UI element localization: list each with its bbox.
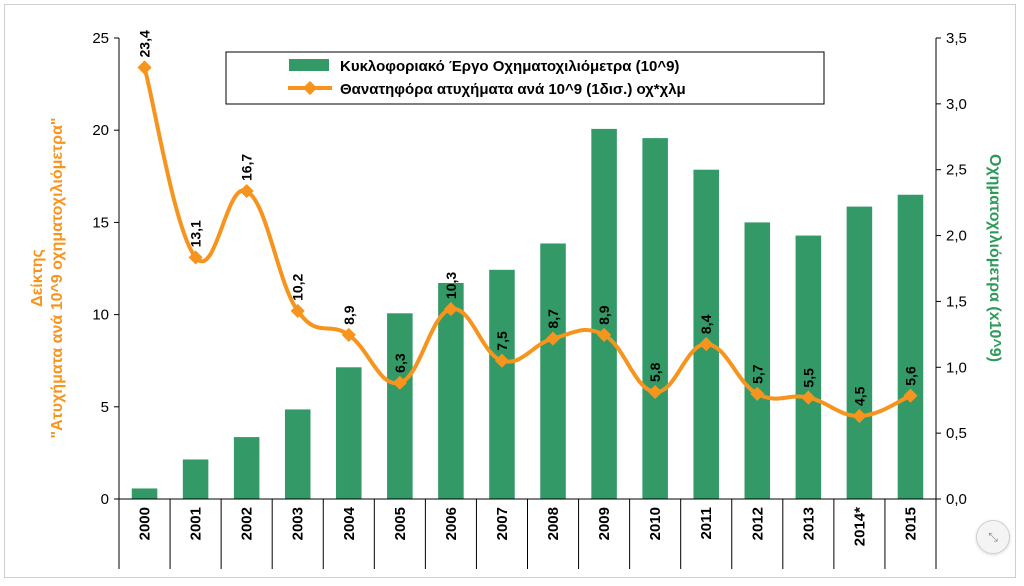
data-labels: 23,4 13,1 16,7 10,2 8,9 6,3 10,3 7,5 8,7 8,9 5,8 8,… (137, 30, 919, 406)
data-label: 16,7 (239, 154, 255, 181)
line-marker (545, 331, 561, 346)
data-label: 8,9 (596, 305, 612, 325)
x-tick-label: 2002 (239, 507, 256, 540)
line-marker (290, 303, 305, 318)
bar (182, 459, 209, 499)
x-tick-label: 2010 (647, 507, 664, 540)
data-label: 10,3 (443, 272, 459, 299)
x-tick-label: 2004 (341, 506, 358, 540)
bar (438, 282, 464, 499)
expand-icon[interactable]: ⤡ (976, 520, 1010, 554)
chart-frame (4, 4, 1016, 578)
x-tick-label: 2003 (290, 507, 307, 540)
bar (284, 409, 311, 499)
x-tick-label: 2001 (188, 507, 205, 540)
y-tick-label-right: 1,0 (946, 359, 967, 376)
bar (846, 206, 873, 499)
bar (131, 488, 158, 499)
x-tick-label: 2015 (902, 507, 919, 540)
bar (591, 128, 617, 499)
legend-bar-swatch (289, 59, 329, 71)
y-tick-label-left: 5 (101, 399, 109, 416)
line-marker (750, 386, 765, 401)
data-label: 8,7 (545, 309, 561, 329)
data-label: 7,5 (494, 331, 510, 351)
data-label: 4,5 (851, 386, 867, 406)
line-marker (392, 375, 407, 390)
x-tick-label: 2014* (851, 507, 868, 546)
bar (540, 243, 566, 499)
data-label: 10,2 (290, 273, 306, 300)
data-label: 5,8 (647, 362, 663, 382)
bar (336, 367, 362, 499)
y-tick-label-right: 2,5 (946, 162, 967, 179)
legend: Κυκλοφοριακό Έργο Οχηματοχιλιόμετρα (10^… (225, 51, 825, 105)
y-tick-label-left: 20 (92, 122, 109, 139)
y-tick-label-right: 3,0 (946, 96, 967, 113)
line-marker (852, 408, 867, 424)
line-marker (597, 327, 612, 342)
legend-line-marker (302, 80, 318, 96)
y-tick-label-left: 25 (92, 30, 109, 47)
y-tick-label-left: 15 (92, 214, 109, 231)
y-tick-label-left: 10 (92, 307, 109, 324)
x-tick-label: 2009 (596, 507, 613, 540)
data-label: 8,4 (698, 314, 714, 334)
y-tick-label-right: 2,0 (946, 228, 967, 245)
y-tick-label-right: 1,5 (946, 293, 967, 310)
x-tick-label: 2013 (800, 507, 817, 540)
data-label: 8,9 (341, 305, 357, 325)
y-tick-label-right: 0,0 (946, 491, 967, 508)
x-tick-label: 2006 (443, 507, 460, 540)
line-series (137, 60, 918, 424)
y-tick-label-left: 0 (101, 491, 109, 508)
line-marker (494, 353, 510, 368)
line-marker (341, 327, 356, 342)
bar-series (131, 128, 924, 500)
data-label: 6,3 (392, 353, 408, 373)
line-marker (699, 337, 714, 352)
line-marker (903, 388, 918, 403)
line-marker (648, 384, 663, 400)
x-tick-label: 2005 (392, 507, 409, 540)
line-marker (188, 250, 203, 265)
x-tick-label: 2000 (137, 507, 154, 540)
x-tick-label: 2012 (749, 507, 766, 540)
y-axis-right-title-text: Οχηματοχιλιόμετρα (x10^9) (986, 154, 1003, 362)
y-axis-left-title-line1: Δείκτης (29, 249, 46, 307)
line-marker (239, 183, 254, 199)
line-marker (801, 390, 816, 405)
bar (387, 313, 413, 499)
legend-line-label: Θανατηφόρα ατυχήματα ανά 10^9 (1δισ.) οχ… (340, 81, 686, 98)
bar (897, 194, 924, 500)
x-tick-label: 2007 (494, 507, 511, 540)
bar (233, 437, 260, 499)
y-axis-right-title: Οχηματοχιλιόμετρα (x10^9) (986, 154, 1003, 362)
bar (795, 235, 822, 500)
data-label: 23,4 (137, 30, 153, 57)
data-label: 5,7 (749, 364, 765, 384)
x-tick-label: 2011 (698, 507, 715, 540)
bar (642, 138, 668, 500)
y-tick-label-right: 0,5 (946, 425, 967, 442)
line-marker (443, 301, 458, 317)
data-label: 5,6 (902, 366, 918, 386)
bar (693, 169, 719, 499)
bar (744, 222, 771, 499)
y-axis-left-title: Δείκτης "Ατυχήματα ανά 10^9 οχηματοχιλιό… (29, 118, 66, 439)
x-tick-label: 2008 (545, 507, 562, 540)
axes: 0 5 10 15 20 25 0,0 0,5 1,0 1,5 2,0 2,5 3,0 3,5 2000 20… (92, 30, 967, 569)
y-tick-label-right: 3,5 (946, 30, 967, 47)
bar (489, 269, 515, 499)
legend-bar-label: Κυκλοφοριακό Έργο Οχηματοχιλιόμετρα (10^… (340, 58, 679, 75)
data-label: 13,1 (188, 220, 204, 247)
y-axis-left-title-line2: "Ατυχήματα ανά 10^9 οχηματοχιλιόμετρα" (49, 118, 66, 439)
data-label: 5,5 (800, 368, 816, 388)
